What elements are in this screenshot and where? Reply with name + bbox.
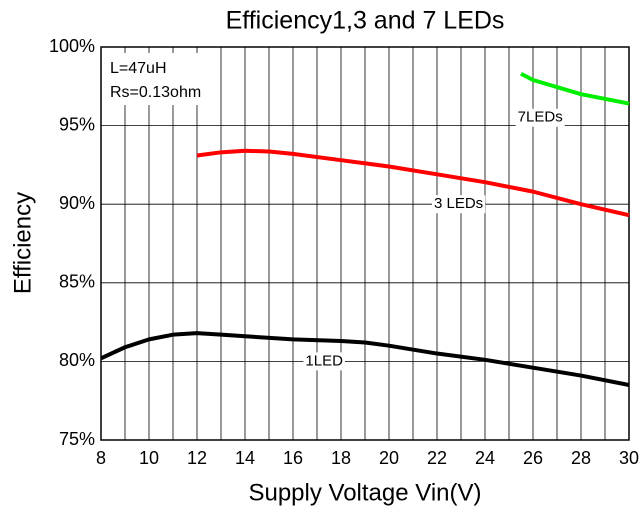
annotation: Rs=0.13ohm [110,84,201,101]
x-tick-label: 22 [427,448,447,468]
y-tick-label: 75% [59,429,95,449]
y-tick-label: 80% [59,350,95,370]
annotation: L=47uH [110,60,167,77]
series-label: 3 LEDs [434,195,483,212]
chart-title: Efficiency1,3 and 7 LEDs [226,7,505,35]
plot-frame [100,46,630,441]
series-line [100,331,630,387]
series-label: 1LED [305,352,343,369]
x-tick-label: 18 [331,448,351,468]
x-tick-label: 12 [187,448,207,468]
x-tick-label: 26 [523,448,543,468]
y-tick-label: 95% [59,114,95,134]
y-tick-label: 100% [49,36,95,56]
x-tick-label: 28 [571,448,591,468]
series-line [520,71,630,106]
x-axis-label: Supply Voltage Vin(V) [248,479,481,506]
annotation-box [105,53,209,105]
x-tick-label: 16 [283,448,303,468]
y-axis-label: Efficiency [9,192,36,294]
x-tick-label: 8 [96,448,106,468]
series-label-bg [515,108,565,127]
x-tick-label: 20 [379,448,399,468]
x-tick-label: 30 [619,448,639,468]
x-tick-label: 24 [475,448,495,468]
series-label: 7LEDs [518,109,563,126]
y-tick-label: 90% [59,193,95,213]
series-label-bg [431,195,486,214]
x-tick-label: 14 [235,448,255,468]
series-label-bg [303,352,345,371]
x-tick-label: 10 [139,448,159,468]
y-tick-label: 85% [59,272,95,292]
series-line [196,148,630,218]
